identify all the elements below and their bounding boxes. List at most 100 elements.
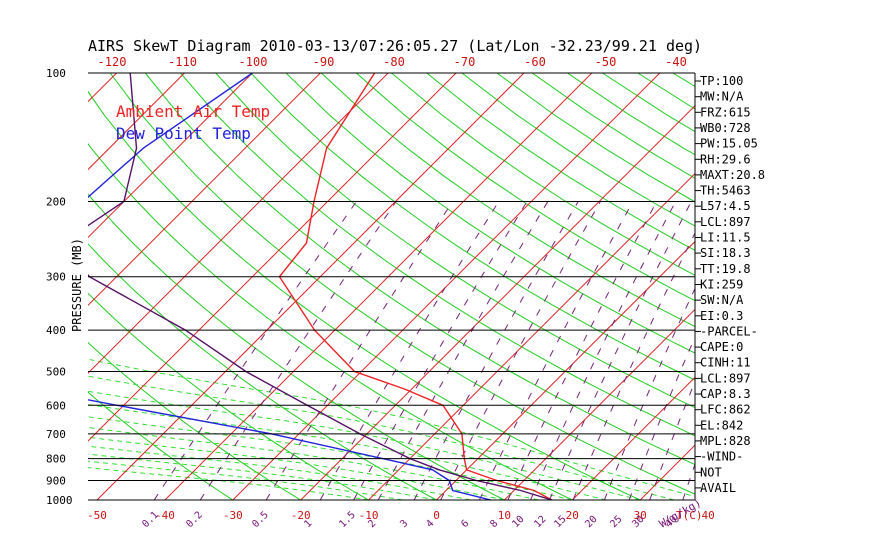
dry-adiabat-line (355, 73, 695, 302)
pressure-tick-label: 500 (46, 366, 66, 379)
mixing-ratio-tick-label: 0.5 (250, 510, 271, 531)
isotherm-line (88, 73, 186, 171)
isotherm-line (835, 54, 870, 510)
pressure-tick-label: 900 (46, 475, 66, 488)
bottom-axis-labels: -50 -40 -30 -20 -10 0 10 20 30 40T(C)0.1 0.2 0.5 1 1.… (87, 496, 715, 530)
isotherm-line (232, 73, 661, 500)
index-label: LI:11.5 (700, 231, 751, 245)
index-label: SW:N/A (700, 293, 744, 307)
bottom-temp-tick-label: -50 (87, 509, 107, 522)
index-label: MPL:828 (700, 434, 751, 448)
mixing-ratio-tick-label: 25 (608, 514, 624, 530)
y-axis-label: PRESSURE (MB) (70, 238, 84, 332)
mixing-ratio-line (440, 201, 601, 500)
index-label: LCL:897 (700, 371, 751, 385)
dry-adiabat-line (215, 73, 695, 409)
mixing-ratio-tick-label: 10 (510, 514, 526, 530)
index-label: MAXT:20.8 (700, 168, 765, 182)
pressure-tick-label: 300 (46, 271, 66, 284)
index-label: LFC:862 (700, 403, 751, 417)
mixing-ratio-line (319, 201, 500, 500)
index-label: TP:100 (700, 74, 743, 88)
isotherm-line (96, 73, 525, 500)
bottom-temp-tick-label: 40 (701, 509, 714, 522)
index-label: EI:0.3 (700, 309, 743, 323)
mixing-ratio-tick-label: 6 (459, 518, 471, 530)
mixing-ratio-tick-label: 1 (302, 518, 314, 530)
legend-dew-point-temp: Dew Point Temp (116, 124, 251, 143)
moist-adiabat-line (88, 445, 471, 500)
bottom-temp-tick-label: -30 (223, 509, 243, 522)
isotherm-line (639, 444, 695, 500)
isotherm-line (767, 54, 870, 510)
dry-adiabat-line (426, 73, 695, 251)
index-label: KI:259 (700, 278, 743, 292)
index-label: AVAIL (700, 481, 736, 495)
pressure-tick-label: 1000 (46, 494, 73, 507)
isotherm-line (299, 104, 695, 500)
data-traces (88, 73, 553, 500)
trace-ambient-air-temp (278, 73, 553, 500)
mixing-ratio-tick-label: 1.5 (337, 510, 358, 531)
dry-adiabat-line (109, 73, 695, 495)
dry-adiabat-line (180, 73, 695, 437)
bottom-temp-tick-label: -20 (291, 509, 311, 522)
isotherm-line (571, 376, 695, 500)
index-label: -PARCEL- (700, 324, 758, 338)
isotherm-line (88, 73, 457, 442)
top-axis-labels: -120 -110 -100 -90 -80 -70 -60 -50 -40 (98, 55, 687, 69)
dry-adiabat-line (88, 341, 301, 500)
dry-adiabat-line (88, 193, 505, 500)
top-temp-tick-label: -50 (595, 55, 617, 69)
dry-adiabat-line (778, 73, 870, 500)
bottom-temp-tick-label: -10 (359, 509, 379, 522)
trace-dew-point-temp (88, 73, 491, 500)
dry-adiabat-line (320, 73, 695, 328)
index-label: TH:5463 (700, 184, 751, 198)
pressure-tick-labels: 100 200 300 400 500 600 700 800 900 1000 (46, 67, 73, 507)
isotherm-line (164, 73, 593, 500)
index-label: CAP:8.3 (700, 387, 751, 401)
isotherm-line (367, 172, 695, 500)
top-temp-tick-label: -100 (239, 55, 268, 69)
index-label: CAPE:0 (700, 340, 743, 354)
index-label: EL:842 (700, 418, 743, 432)
dry-adiabat-line (88, 292, 369, 500)
legend-ambient-air-temp: Ambient Air Temp (116, 102, 270, 121)
temp-axis-label: T(C) (676, 509, 703, 522)
index-label: FRZ:615 (700, 105, 751, 119)
top-temp-tick-label: -40 (665, 55, 687, 69)
mixing-ratio-line (478, 201, 634, 500)
mixing-ratio-tick-label: 3 (398, 518, 410, 530)
isotherm-line (88, 73, 389, 374)
index-label: WB0:728 (700, 121, 751, 135)
pressure-tick-label: 400 (46, 324, 66, 337)
moist-adiabat-line (88, 436, 505, 500)
index-label: PW:15.05 (700, 137, 758, 151)
dry-adiabat-line (391, 73, 695, 276)
trace-parcel (88, 73, 553, 500)
bottom-temp-tick-label: 0 (433, 509, 440, 522)
top-temp-tick-label: -80 (383, 55, 405, 69)
isotherm-line (88, 73, 322, 307)
index-label: L57:4.5 (700, 199, 751, 213)
pressure-tick-label: 800 (46, 453, 66, 466)
index-label: MW:N/A (700, 90, 744, 104)
chart-title: AIRS SkewT Diagram 2010-03-13/07:26:05.2… (88, 37, 702, 55)
top-temp-tick-label: -110 (168, 55, 197, 69)
dry-adiabat-line (88, 391, 234, 500)
mixing-ratio-tick-label: 0.2 (184, 510, 205, 531)
top-temp-tick-label: -60 (524, 55, 546, 69)
top-temp-tick-label: -90 (313, 55, 335, 69)
index-label: NOT (700, 465, 722, 479)
mixing-ratio-line (530, 201, 677, 500)
dry-adiabat-line (88, 143, 573, 500)
index-label: CINH:11 (700, 356, 751, 370)
mixing-ratio-tick-label: 12 (532, 514, 548, 530)
dry-adiabat-line (285, 73, 695, 354)
index-label: TT:19.8 (700, 262, 751, 276)
bottom-temp-tick-label: -40 (155, 509, 175, 522)
pressure-tick-label: 100 (46, 67, 66, 80)
